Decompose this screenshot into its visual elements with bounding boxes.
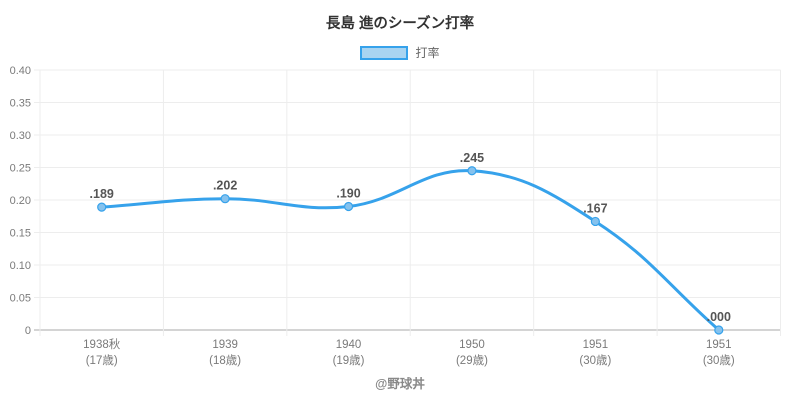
y-tick-label: 0.15 (10, 228, 31, 240)
y-tick-label: 0.10 (10, 260, 31, 272)
x-tick-label-age: (18歳) (209, 354, 241, 367)
y-tick-label: 0.30 (10, 130, 31, 142)
legend-label: 打率 (415, 46, 440, 60)
y-tick-label: 0.35 (10, 98, 31, 110)
x-tick-label-age: (29歳) (456, 354, 488, 367)
data-point-label: .167 (583, 201, 607, 215)
x-tick-label-year: 1939 (212, 339, 238, 351)
data-point-label: .189 (90, 187, 114, 201)
y-tick-label: 0 (25, 325, 31, 337)
y-tick-label: 0.05 (10, 293, 31, 305)
data-point[interactable] (714, 325, 724, 335)
x-tick-label-year: 1940 (336, 339, 362, 351)
data-point-label: .202 (213, 179, 237, 193)
batting-average-line (100, 169, 721, 332)
data-point[interactable] (590, 216, 600, 227)
chart-title: 長島 進のシーズン打率 (325, 16, 475, 32)
x-tick-label-year: 1938秋 (83, 337, 121, 351)
x-tick-label-year: 1951 (706, 339, 732, 351)
y-tick-label: 0.25 (10, 163, 31, 175)
data-point[interactable] (467, 166, 477, 176)
data-point-label: .000 (707, 310, 731, 324)
footer-credit: @野球丼 (375, 377, 425, 391)
legend[interactable]: 打率 (0, 44, 800, 61)
y-tick-label: 0.40 (10, 65, 31, 77)
data-point[interactable] (97, 202, 107, 212)
x-tick-label-age: (17歳) (86, 354, 118, 367)
data-point[interactable] (343, 201, 354, 212)
x-tick-label-age: (19歳) (333, 354, 365, 367)
x-tick-label-year: 1950 (459, 339, 485, 351)
data-point-label: .190 (336, 187, 360, 201)
legend-swatch[interactable] (360, 45, 409, 60)
x-tick-label-year: 1951 (583, 339, 609, 351)
y-tick-label: 0.20 (10, 195, 31, 207)
x-tick-label-age: (30歳) (579, 354, 611, 367)
data-point-label: .245 (460, 151, 484, 165)
data-point[interactable] (220, 194, 230, 204)
x-tick-label-age: (30歳) (703, 354, 735, 367)
